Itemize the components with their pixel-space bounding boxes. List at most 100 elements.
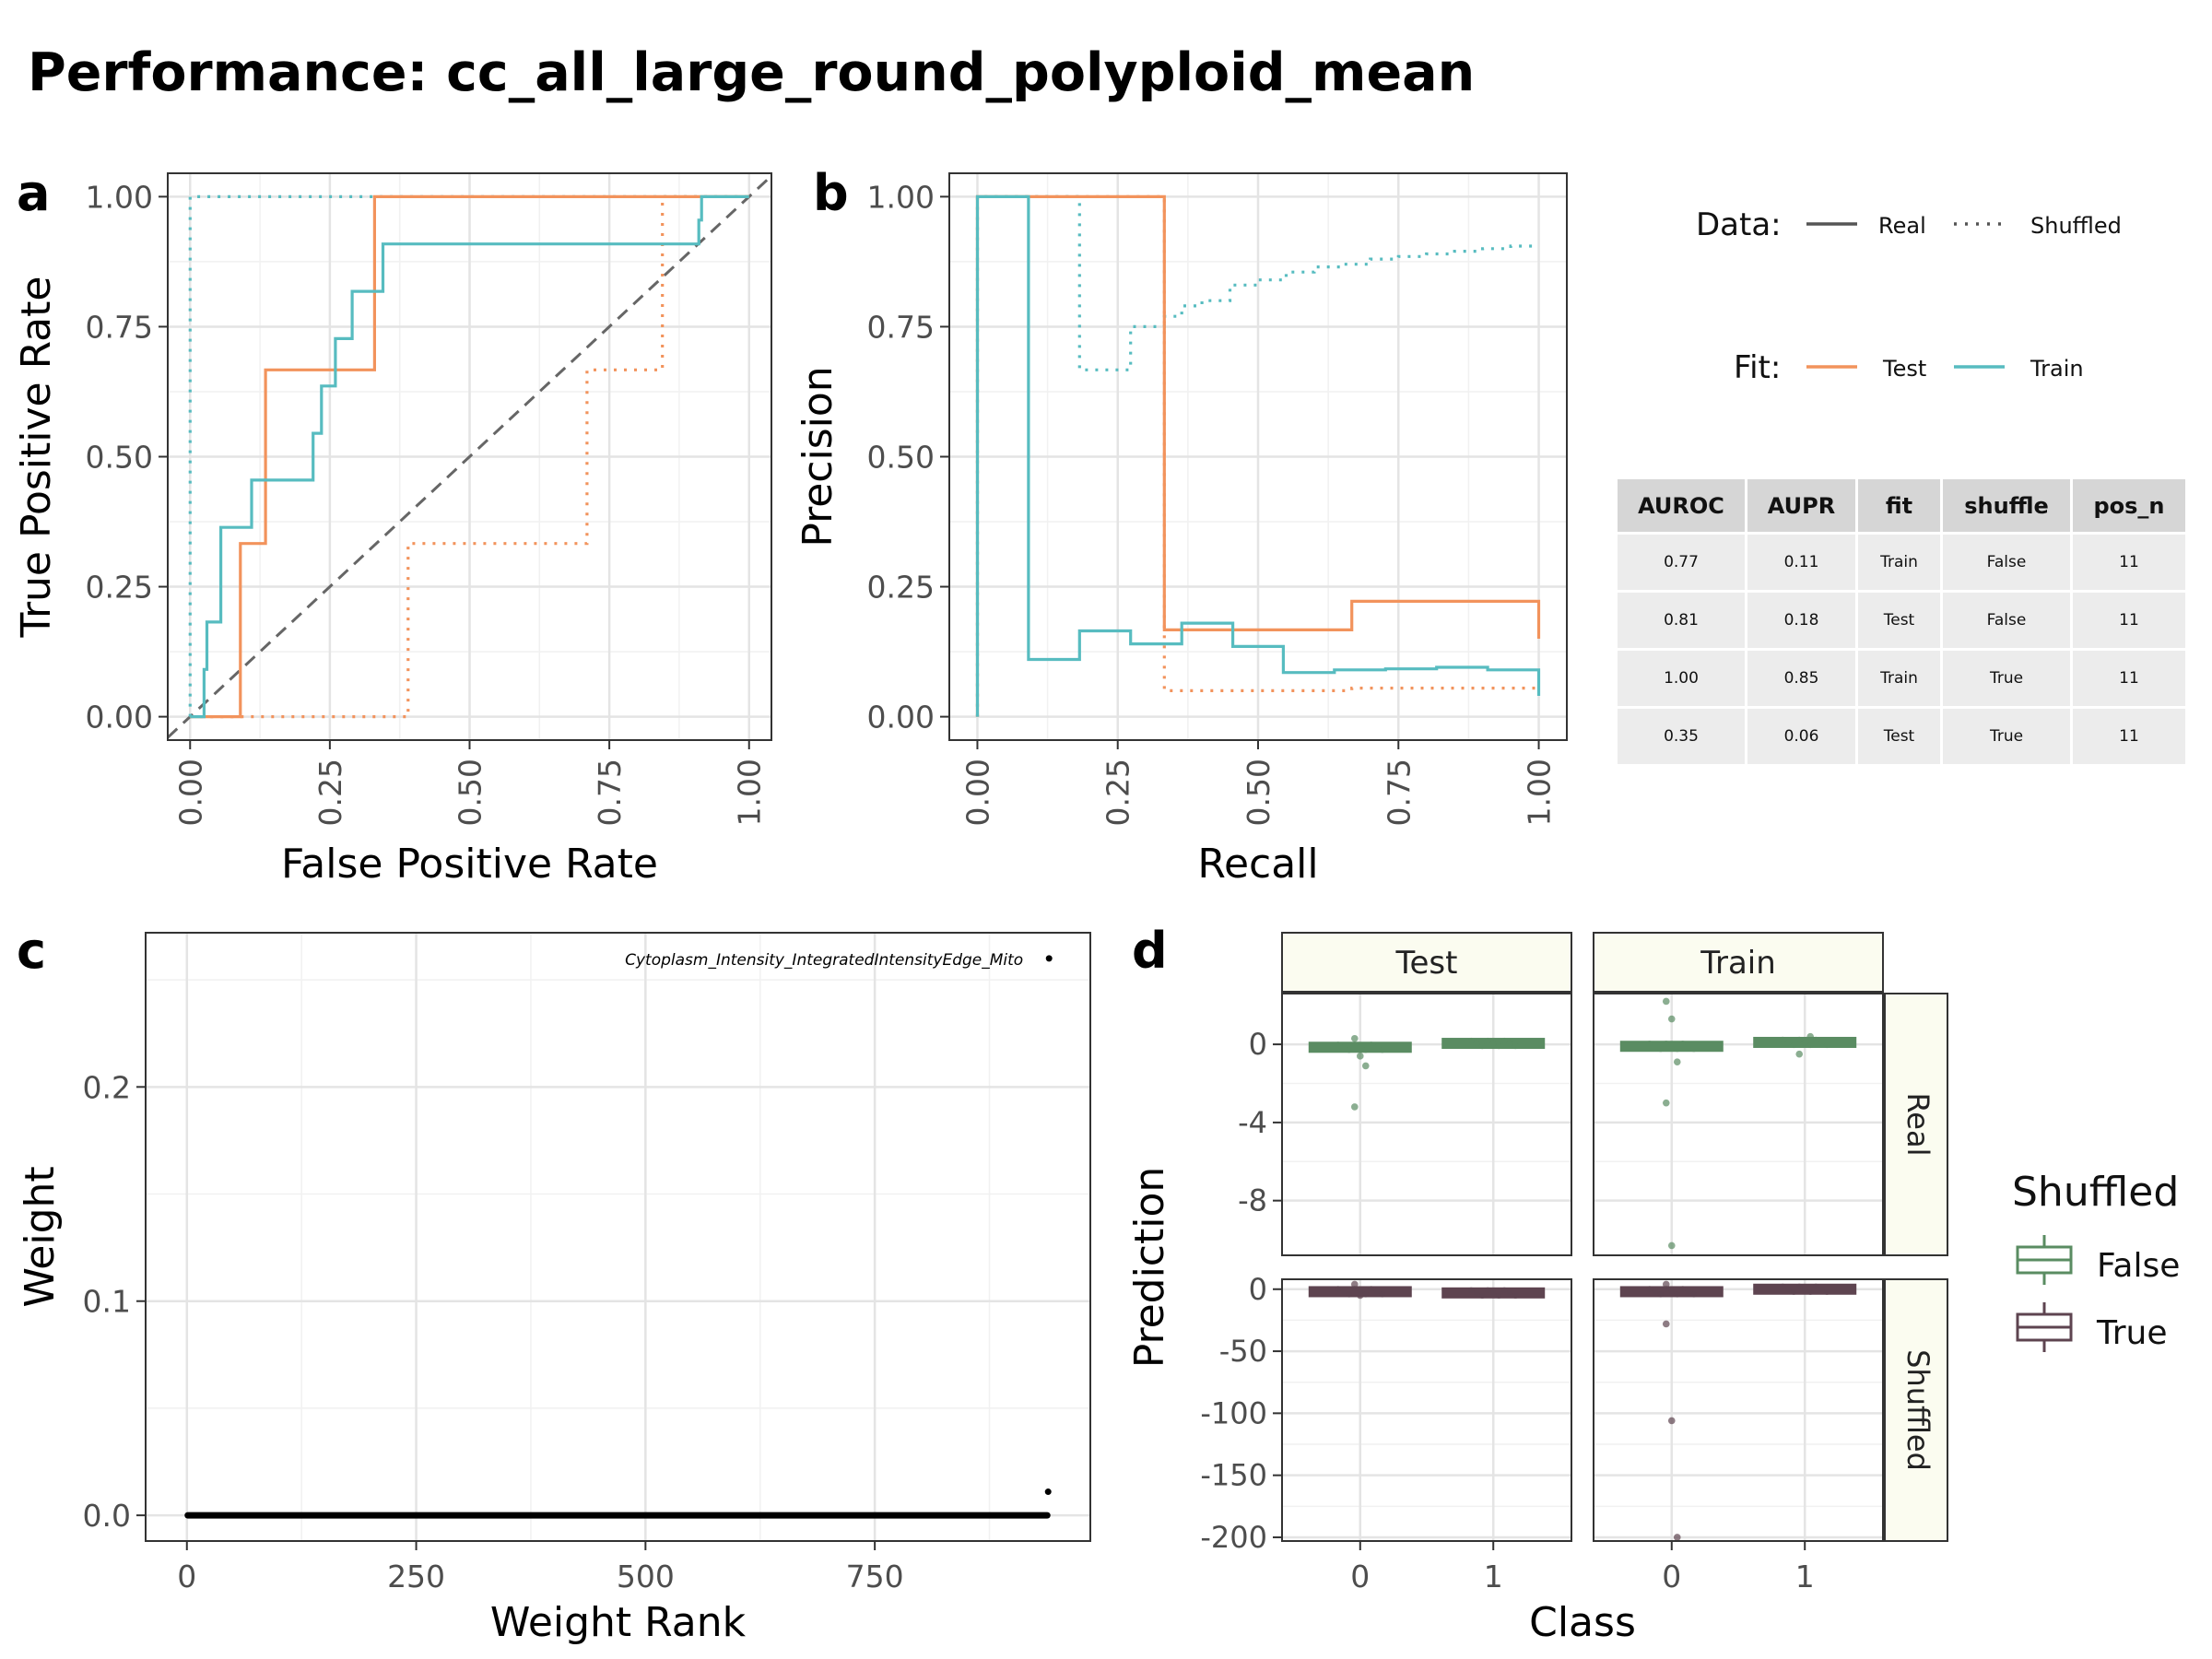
facet-strip-label: Train (1700, 945, 1776, 982)
jitter-point (1485, 1287, 1491, 1294)
jitter-point (1507, 1040, 1513, 1047)
jitter-point (1824, 1288, 1830, 1295)
jitter-point (1785, 1286, 1792, 1292)
jitter-point (1379, 1291, 1385, 1298)
x-tick-label: 0 (1662, 1559, 1681, 1594)
table-cell: 0.11 (1747, 535, 1855, 590)
jitter-point (1679, 1286, 1686, 1292)
outlier-point (1662, 1099, 1670, 1107)
jitter-point (1474, 1289, 1480, 1297)
fit-legend: Fit: Test Train (1734, 349, 2084, 386)
jitter-point (1807, 1041, 1814, 1049)
jitter-point (1373, 1288, 1380, 1295)
x-tick-label: 1 (1795, 1559, 1815, 1594)
legend-data-title: Data: (1696, 206, 1782, 243)
jitter-point (1802, 1286, 1808, 1292)
table-cell: False (1943, 593, 2070, 648)
jitter-point (1507, 1289, 1513, 1297)
jitter-point (1501, 1037, 1508, 1044)
jitter-point (1479, 1042, 1486, 1050)
performance-table: AUROC AUPR fit shuffle pos_n 0.77 0.11 T… (1615, 477, 2188, 767)
panel-label-d: d (1132, 922, 1168, 980)
facet-panel-background (1594, 994, 1883, 1255)
jitter-point (1501, 1287, 1508, 1294)
jitter-point (1657, 1291, 1664, 1298)
facet-strip-shuffled (1884, 1278, 1948, 1542)
figure-title: Performance: cc_all_large_round_polyploi… (28, 42, 1475, 103)
jitter-point (1474, 1040, 1480, 1047)
y-tick-label: 0.2 (83, 1069, 131, 1105)
facet-panel-border (1281, 1278, 1572, 1542)
outlier-point (1662, 997, 1670, 1006)
column-header: shuffle (1943, 479, 2070, 532)
x-tick-label: 0.75 (1381, 759, 1417, 826)
roc-plot: 0.00 0.25 0.50 0.75 1.00 0.00 0.25 0.50 0.75 1.00… (13, 172, 773, 888)
jitter-point (1674, 1046, 1680, 1053)
table-cell: True (1943, 651, 2070, 706)
jitter-point (1690, 1046, 1697, 1053)
table-row: 0.77 0.11 Train False 11 (1618, 535, 2185, 590)
outlier-point (1667, 1015, 1676, 1023)
y-axis-title: Prediction (1126, 1167, 1173, 1369)
legend-shuffled-title: Shuffled (2012, 1169, 2179, 1216)
facet-strip-label: Shuffled (1900, 1349, 1936, 1471)
y-tick-label: 0.0 (83, 1498, 131, 1534)
weight-point (1045, 955, 1053, 962)
x-axis-title: False Positive Rate (281, 841, 658, 888)
jitter-point (1674, 1291, 1680, 1298)
x-tick-label: 1 (1484, 1559, 1503, 1594)
jitter-point (1496, 1292, 1502, 1300)
jitter-point (1490, 1040, 1497, 1047)
jitter-point (1479, 1292, 1486, 1300)
x-tick-label: 0.25 (312, 759, 348, 826)
table-cell: Train (1858, 651, 1940, 706)
table-cell: 11 (2073, 709, 2185, 764)
y-axis-title: True Positive Rate (13, 276, 60, 639)
jitter-point (1668, 1043, 1675, 1050)
jitter-point (1818, 1286, 1825, 1292)
outlier-point (1350, 1280, 1359, 1288)
jitter-point (1357, 1044, 1363, 1051)
x-axis-title: Weight Rank (490, 1599, 747, 1646)
jitter-point (1663, 1286, 1669, 1292)
jitter-point (1668, 1288, 1675, 1295)
facet-panel-border (1593, 993, 1884, 1256)
jitter-point (1468, 1037, 1475, 1044)
data-legend: Data: Real Shuffled (1696, 206, 2122, 243)
pr-shuffled-test-curve (975, 194, 1539, 717)
y-tick-label: -150 (1200, 1458, 1267, 1493)
x-axis-title: Class (1529, 1599, 1636, 1646)
outlier-point (1673, 1058, 1681, 1065)
x-tick-label: 0.75 (592, 759, 628, 826)
legend-false-key (2016, 1235, 2073, 1285)
table-cell: True (1943, 709, 2070, 764)
table-cell: 0.77 (1618, 535, 1745, 590)
panel-label-b: b (813, 164, 849, 222)
jitter-point (1785, 1039, 1792, 1046)
jitter-point (1468, 1287, 1475, 1294)
jitter-point (1813, 1036, 1819, 1043)
y-tick-label: -50 (1219, 1334, 1267, 1369)
outlier-point (1350, 1103, 1359, 1111)
y-tick-label: 0 (1249, 1027, 1267, 1062)
jitter-point (1791, 1288, 1797, 1295)
table-cell: 0.81 (1618, 593, 1745, 648)
x-tick-label: 750 (846, 1559, 904, 1594)
facet-strip-real (1884, 993, 1948, 1256)
x-tick-label: 1.00 (732, 759, 768, 826)
x-tick-label: 0.50 (1241, 759, 1277, 826)
outlier-point (1667, 1241, 1676, 1250)
panel-label-c: c (17, 922, 46, 980)
outlier-point (1361, 1062, 1370, 1070)
facet-panel-background (1282, 994, 1571, 1255)
jitter-point (1485, 1037, 1491, 1044)
jitter-point (1346, 1047, 1352, 1053)
jitter-point (1807, 1288, 1814, 1295)
y-tick-label: 0.25 (86, 570, 153, 606)
pr-plot: 0.00 0.25 0.50 0.75 1.00 0.00 0.25 0.50 0.75 1.00… (794, 172, 1568, 888)
outlier-point (1356, 1291, 1364, 1300)
jitter-point (1685, 1043, 1691, 1050)
table-cell: Test (1858, 709, 1940, 764)
outlier-point (1673, 1534, 1681, 1541)
